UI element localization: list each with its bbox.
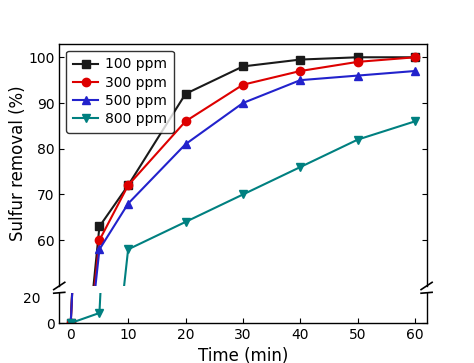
800 ppm — [355, 138, 361, 142]
300 ppm — [97, 238, 102, 242]
Text: 20: 20 — [23, 293, 40, 306]
Line: 300 ppm: 300 ppm — [66, 0, 419, 327]
500 ppm — [240, 101, 246, 105]
100 ppm — [298, 57, 303, 62]
Line: 500 ppm: 500 ppm — [66, 67, 419, 363]
100 ppm — [125, 183, 131, 188]
Line: 100 ppm: 100 ppm — [66, 53, 419, 363]
500 ppm — [412, 69, 418, 73]
800 ppm — [412, 119, 418, 123]
500 ppm — [182, 142, 188, 146]
100 ppm — [68, 321, 73, 325]
800 ppm — [97, 311, 102, 315]
Line: 100 ppm: 100 ppm — [66, 0, 419, 327]
100 ppm — [182, 92, 188, 96]
500 ppm — [298, 78, 303, 82]
300 ppm — [240, 82, 246, 87]
500 ppm — [97, 247, 102, 252]
100 ppm — [355, 55, 361, 60]
500 ppm — [68, 321, 73, 325]
Legend: 100 ppm, 300 ppm, 500 ppm, 800 ppm: 100 ppm, 300 ppm, 500 ppm, 800 ppm — [66, 50, 174, 133]
300 ppm — [298, 69, 303, 73]
800 ppm — [240, 192, 246, 197]
800 ppm — [68, 321, 73, 325]
300 ppm — [412, 55, 418, 60]
800 ppm — [182, 220, 188, 224]
100 ppm — [412, 55, 418, 60]
300 ppm — [355, 60, 361, 64]
100 ppm — [97, 224, 102, 229]
300 ppm — [125, 183, 131, 188]
800 ppm — [125, 247, 131, 252]
100 ppm — [240, 64, 246, 69]
500 ppm — [355, 73, 361, 78]
Text: Sulfur removal (%): Sulfur removal (%) — [9, 86, 27, 241]
Line: 800 ppm: 800 ppm — [66, 117, 419, 363]
Line: 800 ppm: 800 ppm — [66, 0, 419, 327]
Line: 300 ppm: 300 ppm — [66, 53, 419, 363]
300 ppm — [68, 321, 73, 325]
500 ppm — [125, 201, 131, 206]
300 ppm — [182, 119, 188, 123]
Line: 500 ppm: 500 ppm — [66, 0, 419, 327]
X-axis label: Time (min): Time (min) — [198, 347, 288, 363]
800 ppm — [298, 165, 303, 169]
